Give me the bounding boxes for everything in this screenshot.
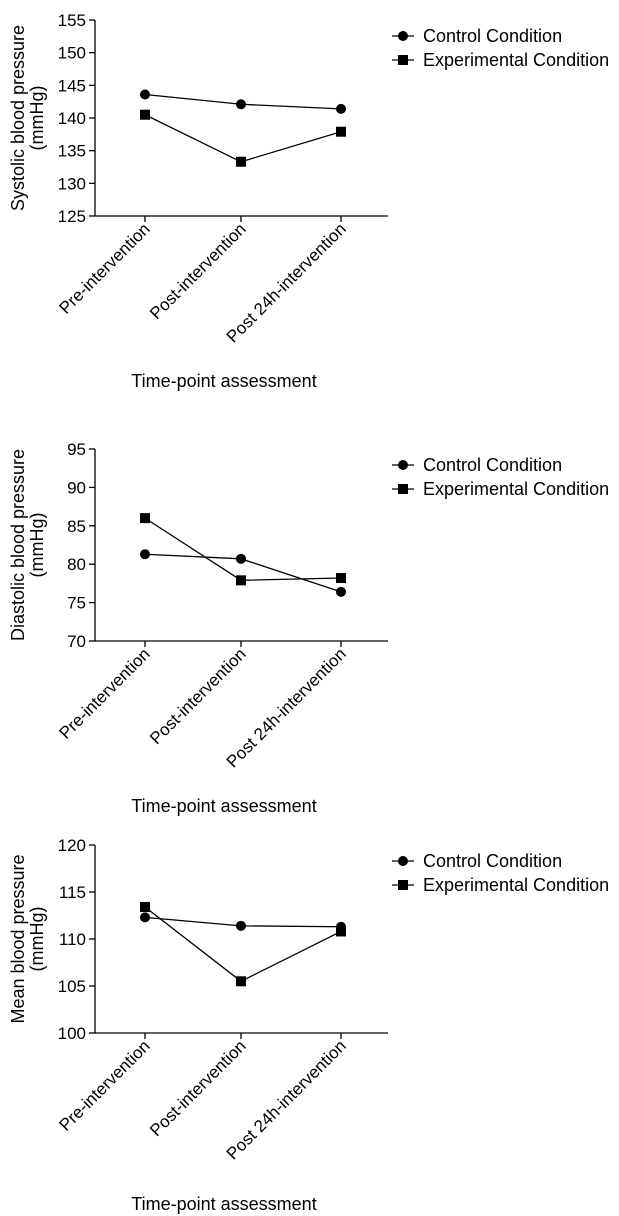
y-axis-unit-label: (mmHg) — [27, 907, 47, 972]
y-tick-label: 125 — [58, 207, 86, 226]
y-tick-label: 155 — [58, 11, 86, 30]
y-tick-label: 80 — [67, 555, 86, 574]
x-tick-label: Post-intervention — [146, 644, 250, 748]
y-axis-label: Mean blood pressure — [8, 854, 28, 1023]
x-tick-label: Post-intervention — [146, 1036, 250, 1140]
data-point-control — [236, 99, 246, 110]
legend-label: Control Condition — [423, 26, 562, 46]
x-tick-label: Pre-intervention — [56, 219, 154, 317]
data-point-control — [140, 89, 150, 100]
series-line-experimental — [144, 114, 342, 163]
y-tick-label: 85 — [67, 517, 86, 536]
y-tick-label: 115 — [59, 883, 86, 902]
legend-label: Experimental Condition — [423, 479, 609, 499]
y-tick-label: 140 — [58, 109, 86, 128]
y-tick-label: 105 — [58, 977, 86, 996]
y-axis-label: Diastolic blood pressure — [8, 449, 28, 641]
legend-marker-circle — [398, 856, 408, 866]
legend-marker-square — [398, 55, 408, 65]
y-axis-unit-label: (mmHg) — [27, 513, 47, 578]
data-point-experimental — [336, 573, 346, 584]
legend-label: Control Condition — [423, 455, 562, 475]
data-point-control — [336, 103, 346, 114]
legend-label: Experimental Condition — [423, 50, 609, 70]
series-line-experimental — [144, 906, 342, 983]
data-point-control — [140, 549, 150, 560]
x-tick-label: Post-intervention — [146, 219, 250, 323]
y-tick-label: 150 — [58, 44, 86, 63]
data-point-control — [236, 920, 246, 931]
chart-panel-3: 100 105 110 115 120 Pre-interventionPost-inte… — [8, 836, 609, 1214]
y-axis-unit-label: (mmHg) — [27, 86, 47, 151]
x-axis-label: Time-point assessment — [131, 796, 316, 816]
data-point-experimental — [140, 109, 150, 120]
legend-marker-square — [398, 484, 408, 494]
y-tick-label: 70 — [67, 632, 86, 651]
data-point-control — [336, 586, 346, 597]
x-axis-label: Time-point assessment — [131, 1194, 316, 1214]
x-tick-label: Pre-intervention — [56, 1036, 154, 1134]
legend-marker-circle — [398, 460, 408, 470]
x-axis-label: Time-point assessment — [131, 371, 316, 391]
y-tick-label: 110 — [59, 930, 86, 949]
y-tick-label: 135 — [58, 142, 86, 161]
y-tick-label: 120 — [58, 836, 86, 855]
y-tick-label: 90 — [67, 478, 86, 497]
data-point-experimental — [336, 926, 346, 937]
chart-panel-1: 125 130 135 140 145 150 155 Pre-interventionPos… — [8, 11, 609, 391]
y-tick-label: 130 — [58, 174, 86, 193]
y-axis-label: Systolic blood pressure — [8, 25, 28, 211]
legend-label: Experimental Condition — [423, 875, 609, 895]
data-point-experimental — [140, 902, 150, 913]
y-tick-label: 145 — [58, 76, 86, 95]
y-tick-label: 75 — [67, 594, 86, 613]
data-point-experimental — [236, 976, 246, 987]
y-tick-label: 95 — [67, 440, 86, 459]
legend-marker-circle — [398, 31, 408, 41]
data-point-control — [236, 553, 246, 564]
data-point-experimental — [140, 513, 150, 524]
data-point-control — [140, 912, 150, 923]
legend-marker-square — [398, 880, 408, 890]
x-tick-label: Pre-intervention — [56, 644, 154, 742]
data-point-experimental — [236, 156, 246, 167]
data-point-experimental — [336, 126, 346, 137]
series-line-experimental — [144, 517, 342, 581]
chart-panel-2: 70 75 80 85 90 95 Pre-interventionPost-interve… — [8, 440, 609, 816]
y-tick-label: 100 — [58, 1024, 86, 1043]
data-point-experimental — [236, 575, 246, 586]
legend-label: Control Condition — [423, 851, 562, 871]
